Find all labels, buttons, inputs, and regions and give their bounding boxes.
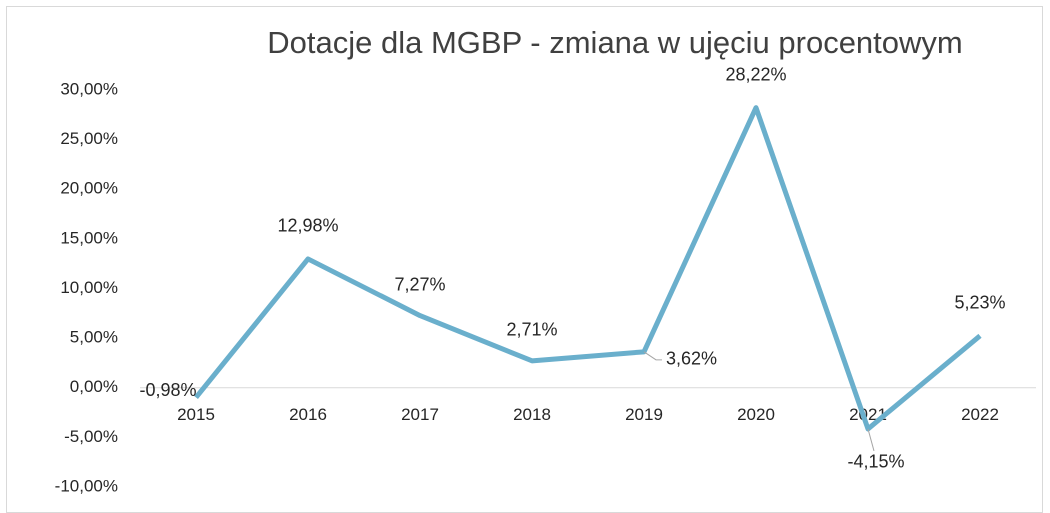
data-label: 3,62%	[666, 349, 717, 369]
data-line	[194, 105, 982, 432]
y-tick-label: -10,00%	[55, 476, 118, 495]
data-label: 5,23%	[954, 293, 1005, 313]
y-tick-label: 30,00%	[60, 79, 118, 98]
data-label: 12,98%	[277, 216, 338, 236]
x-tick-label: 2022	[961, 405, 999, 424]
x-tick-label: 2016	[289, 405, 327, 424]
leader-line	[643, 351, 662, 361]
y-tick-label: 5,00%	[70, 328, 118, 347]
y-tick-label: -5,00%	[64, 427, 118, 446]
data-label: 28,22%	[725, 64, 786, 84]
y-tick-label: 10,00%	[60, 278, 118, 297]
x-tick-label: 2015	[177, 405, 215, 424]
x-tick-label: 2019	[625, 405, 663, 424]
y-tick-label: 20,00%	[60, 179, 118, 198]
leader-line	[867, 428, 875, 452]
data-label: -4,15%	[847, 452, 904, 472]
chart-frame	[6, 6, 1043, 513]
data-label: 7,27%	[394, 274, 445, 294]
y-tick-label: 0,00%	[70, 377, 118, 396]
data-label: 2,71%	[506, 320, 557, 340]
chart-title: Dotacje dla MGBP - zmiana w ujęciu proce…	[267, 25, 963, 60]
data-label: -0,98%	[139, 380, 196, 400]
y-tick-label: 25,00%	[60, 129, 118, 148]
x-tick-label: 2020	[737, 405, 775, 424]
x-tick-label: 2018	[513, 405, 551, 424]
x-tick-label: 2017	[401, 405, 439, 424]
y-tick-label: 15,00%	[60, 228, 118, 247]
